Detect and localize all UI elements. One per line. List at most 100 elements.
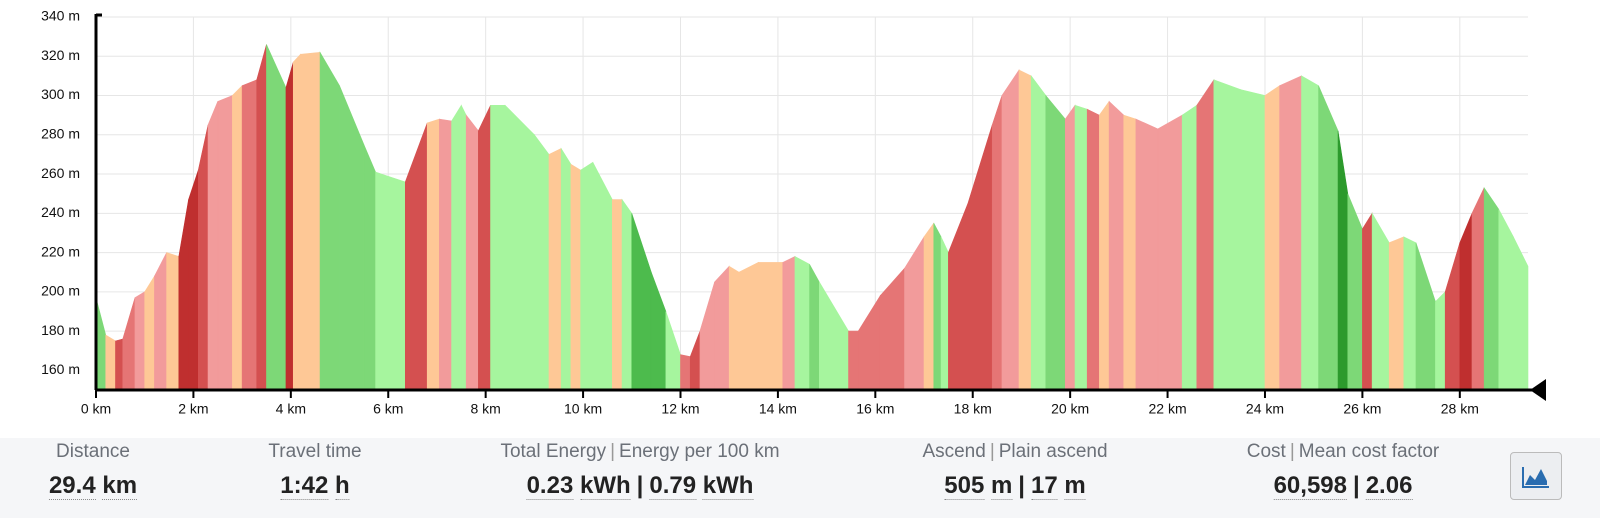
slope-segment [1279, 75, 1302, 391]
slope-segment [504, 104, 535, 391]
stat-label-text: Mean cost factor [1298, 441, 1440, 462]
value-number: 29.4 [48, 472, 96, 500]
slope-segment [1108, 100, 1125, 391]
value-unit: kWh [579, 472, 631, 500]
slope-segment [188, 170, 199, 391]
y-tick-label: 180 m [41, 322, 80, 338]
slope-segment [285, 62, 294, 391]
x-tick-label: 2 km [178, 401, 208, 417]
stat-label-text: Cost [1246, 441, 1286, 462]
slope-segment [699, 281, 715, 391]
elevation-chart: 160 m 180 m 200 m 220 m 240 m 260 m 280 m 300 m… [41, 8, 1546, 417]
x-tick-label: 10 km [564, 401, 602, 417]
slope-segment [105, 334, 116, 391]
slope-segment [375, 171, 406, 391]
slope-segment [560, 147, 572, 391]
slope-segment [1301, 75, 1319, 391]
slope-segment [819, 280, 849, 391]
x-tick-label: 28 km [1441, 401, 1479, 417]
slope-segment [1471, 187, 1485, 391]
x-tick-label: 12 km [661, 401, 699, 417]
y-tick-label: 320 m [41, 47, 80, 63]
slope-segment [611, 199, 623, 391]
x-tick-label: 20 km [1051, 401, 1089, 417]
slope-segment [714, 265, 730, 391]
slope-segment [363, 144, 376, 391]
slope-segment [1403, 236, 1417, 391]
slope-segment [1213, 79, 1241, 391]
slope-segment [665, 311, 681, 391]
slope-segment [1045, 94, 1066, 391]
slope-segment [154, 252, 167, 391]
slope-segment [1181, 104, 1198, 391]
value-number: 0.79 [649, 472, 697, 500]
slope-segment [948, 203, 969, 391]
slope-segment [339, 85, 365, 391]
x-tick-label: 18 km [954, 401, 992, 417]
slope-segment [1123, 114, 1137, 391]
x-tick-label: 8 km [470, 401, 500, 417]
stat: Distance 29.4 km [48, 438, 138, 500]
slope-segment [728, 265, 740, 391]
slope-segment [451, 104, 462, 391]
slope-segment [465, 114, 479, 391]
slope-segment [1435, 291, 1446, 391]
slope-segment [1337, 130, 1349, 391]
slope-segment [1347, 193, 1363, 391]
stat-value: 0.23 kWh | 0.79 kWh [500, 472, 779, 500]
slope-segment [134, 291, 146, 391]
slope-segment [940, 236, 949, 391]
stat-label-text: Total Energy [500, 441, 607, 462]
slope-segment [1444, 242, 1461, 391]
separator: | [1352, 472, 1360, 499]
slope-segment [1459, 213, 1473, 391]
slope-segment [292, 53, 301, 391]
slope-segment [426, 118, 440, 391]
value-unit: kWh [702, 472, 754, 500]
slope-segment [680, 354, 691, 391]
slope-segment [404, 122, 428, 391]
slope-segment [266, 44, 287, 391]
slope-segment [144, 275, 155, 391]
slope-segment [991, 95, 1003, 391]
stat: Ascend | Plain ascend 505 m | 17 m [922, 438, 1108, 500]
slope-segment [933, 222, 942, 391]
value-number: 505 [944, 472, 985, 500]
slope-segment [1388, 236, 1405, 391]
x-tick-label: 22 km [1149, 401, 1187, 417]
stats-bar: Distance 29.4 km Travel time 1:42 h Total En… [0, 438, 1600, 518]
value-unit: m [1064, 472, 1086, 500]
stat-label-text: Distance [56, 441, 130, 462]
slope-segment [592, 162, 613, 391]
slope-segment [1318, 85, 1339, 391]
slope-segment [967, 124, 993, 391]
slope-segment [439, 118, 452, 391]
slope-segment [650, 272, 667, 391]
value-number: 17 [1031, 472, 1058, 500]
stat-label: Ascend | Plain ascend [922, 441, 1107, 463]
slope-segment [1030, 74, 1047, 391]
stat: Cost | Mean cost factor 60,598 | 2.06 [1247, 438, 1439, 500]
stat-value: 60,598 | 2.06 [1247, 472, 1439, 500]
slope-segment [1074, 104, 1088, 391]
value-number: 1:42 [280, 472, 329, 500]
slope-segment [1498, 209, 1514, 391]
y-tick-label: 300 m [41, 86, 80, 102]
value-number: 60,598 [1273, 472, 1347, 500]
stat-label-text: Plain ascend [998, 441, 1108, 462]
chart-toggle-button[interactable] [1510, 452, 1562, 500]
slope-segment [848, 330, 859, 391]
slope-segment [197, 124, 209, 391]
stat: Total Energy | Energy per 100 km 0.23 kWh | 0… [500, 438, 780, 500]
y-tick-label: 160 m [41, 361, 80, 377]
slope-segment [1483, 186, 1500, 391]
slope-segment [548, 148, 562, 391]
slope-segment [758, 262, 784, 391]
value-unit: km [102, 472, 138, 500]
end-marker [1530, 379, 1546, 401]
stat-label-text: Ascend [922, 441, 986, 462]
stat-value: 1:42 h [268, 472, 361, 500]
stat-label: Cost | Mean cost factor [1247, 441, 1439, 463]
y-tick-label: 280 m [41, 125, 80, 141]
